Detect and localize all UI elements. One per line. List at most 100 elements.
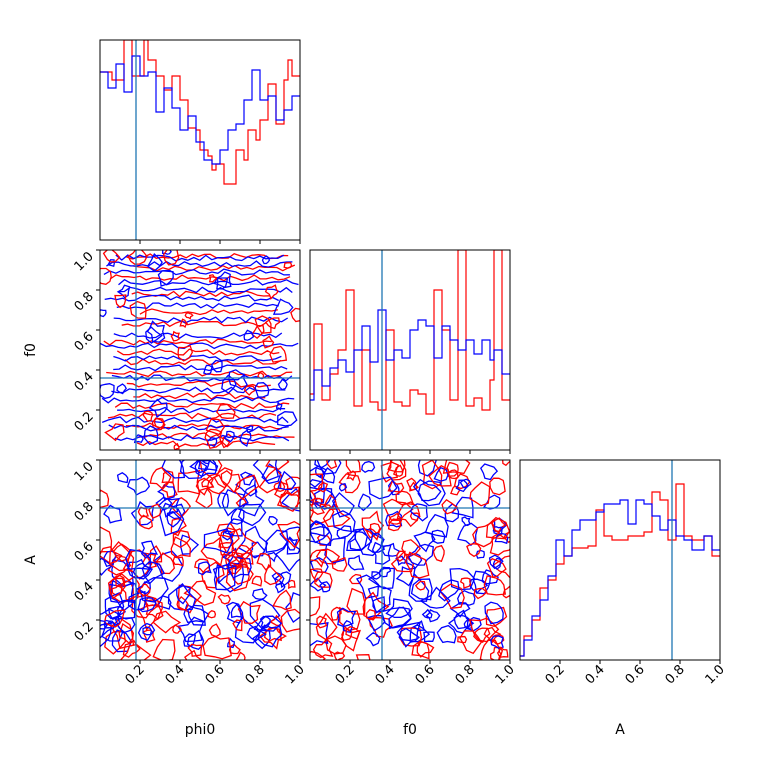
contour-red-phi0-f0 [221,436,231,449]
contour-blue-phi0-f0 [103,268,290,276]
contour-blue-phi0-A [136,581,151,596]
contour-blue-phi0-f0 [118,286,293,294]
contour-red-f0-A [346,470,357,482]
contour-red-phi0-f0 [100,267,112,285]
contour-red-f0-A [348,573,363,585]
x-tick-label: 0.8 [243,662,268,687]
contour-red-phi0-A [195,487,213,510]
contour-blue-f0-A [367,585,392,614]
x-tick-label: 0.6 [203,662,228,687]
contour-blue-f0-A [449,567,476,591]
contour-blue-phi0-A [130,500,155,526]
contour-red-phi0-A [184,649,203,660]
contour-blue-phi0-f0 [216,277,229,290]
contour-blue-phi0-f0 [276,401,283,411]
contour-blue-f0-A [461,516,471,527]
x-tick-label: 0.6 [413,662,438,687]
contour-red-f0-A [392,464,404,477]
panel-hist-phi0 [99,39,301,244]
contour-blue-phi0-A [237,503,267,527]
contour-blue-phi0-A [153,550,184,582]
y-tick-label: 0.8 [72,289,97,314]
contour-blue-phi0-f0 [118,278,299,286]
contour-blue-phi0-A [103,619,116,630]
contour-red-phi0-A [114,574,126,588]
contour-red-phi0-f0 [116,348,280,356]
contour-red-f0-A [483,626,502,644]
contour-blue-phi0-f0 [277,378,288,391]
contour-red-phi0-A [258,468,282,494]
contour-blue-phi0-A [197,561,212,576]
contour-red-f0-A [432,544,445,563]
hist-red-phi0 [100,40,300,185]
contour-red-f0-A [330,606,342,621]
contour-red-phi0-f0 [114,402,290,410]
contour-red-phi0-A [170,536,191,558]
x-tick-label: 1.0 [493,662,518,687]
contour-blue-phi0-f0 [113,364,288,372]
contour-blue-phi0-A [273,571,292,589]
contour-blue-f0-A [412,478,442,502]
contour-red-phi0-A [107,577,126,600]
contour-red-f0-A [491,634,505,645]
contour-red-f0-A [322,503,351,528]
contour-blue-f0-A [410,578,433,601]
contour-red-phi0-f0 [125,422,282,430]
contour-red-phi0-f0 [121,320,267,328]
contour-blue-phi0-f0 [104,294,279,302]
contour-blue-phi0-A [277,470,297,491]
contour-blue-phi0-f0 [117,406,286,414]
contour-blue-phi0-A [213,564,237,591]
contour-blue-phi0-f0 [107,259,115,268]
contour-blue-phi0-A [101,620,124,642]
contour-red-phi0-A [100,489,110,508]
contour-red-f0-A [453,473,471,490]
contour-blue-f0-A [484,601,504,625]
contour-blue-phi0-A [100,557,114,576]
contour-red-f0-A [395,490,415,506]
contour-red-f0-A [428,465,452,487]
contour-red-phi0-f0 [153,417,165,429]
contour-blue-phi0-f0 [106,260,293,268]
axes-frame-hist-f0 [309,249,511,451]
contour-blue-phi0-A [279,526,300,555]
contour-red-phi0-f0 [254,315,272,334]
hist-red-f0 [310,250,510,415]
x-tick-label: 0.8 [663,662,688,687]
contour-red-f0-A [459,630,483,655]
contour-blue-phi0-f0 [210,359,223,373]
contour-blue-phi0-f0 [146,253,163,272]
y-tick-label: 0.6 [72,329,97,354]
x-tick-label: 1.0 [703,662,728,687]
contour-red-f0-A [345,460,361,473]
panel-contour-phi0-A: 0.2 0.4 0.6 0.8 1.0 0.2 0.4 0.6 0.8 1.0 [72,459,308,687]
contour-red-f0-A [355,654,371,660]
contour-blue-phi0-A [137,597,157,613]
contour-blue-f0-A [310,520,325,537]
contour-blue-phi0-f0 [246,425,254,433]
x-tick-label: 0.2 [123,662,148,687]
contour-blue-phi0-A [187,604,206,626]
contour-blue-phi0-f0 [202,364,213,375]
contour-blue-phi0-A [114,617,136,634]
contour-red-phi0-A [138,583,151,596]
contour-red-f0-A [387,460,406,473]
contour-blue-f0-A [419,586,451,609]
contour-blue-phi0-A [100,620,108,630]
contour-blue-phi0-f0 [143,425,159,445]
contour-blue-f0-A [395,555,407,566]
contour-blue-phi0-A [197,460,218,471]
contour-blue-f0-A [316,460,342,475]
contour-blue-f0-A [336,607,357,628]
contour-blue-phi0-A [194,460,219,478]
contour-red-phi0-f0 [264,284,279,300]
contour-blue-phi0-A [176,585,191,605]
contour-red-f0-A [387,512,403,525]
contour-blue-phi0-A [257,624,283,648]
contour-red-phi0-A [141,552,158,569]
contour-blue-f0-A [421,608,433,619]
contour-red-phi0-A [263,627,282,642]
x-tick-label: 0.8 [453,662,478,687]
contour-red-f0-A [310,549,328,568]
contour-blue-phi0-A [234,616,261,644]
